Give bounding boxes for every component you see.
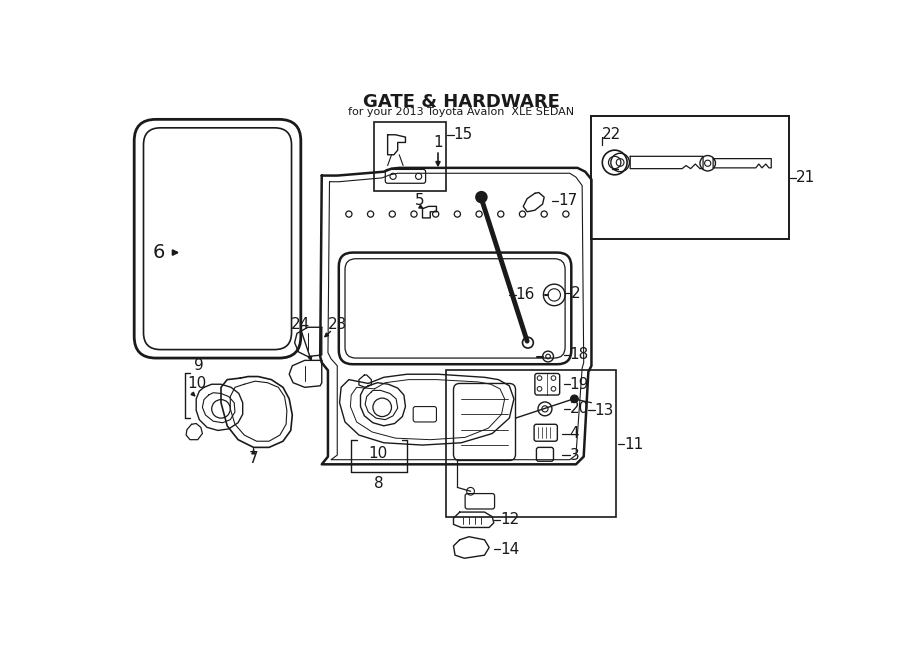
Circle shape [571,395,579,403]
Text: 11: 11 [624,437,644,452]
Text: 16: 16 [516,288,535,303]
Text: 22: 22 [602,127,622,142]
Text: 18: 18 [570,348,589,362]
Text: 3: 3 [570,447,580,463]
Text: for your 2013 Toyota Avalon  XLE SEDAN: for your 2013 Toyota Avalon XLE SEDAN [348,107,574,117]
Text: 23: 23 [328,317,347,332]
Text: 9: 9 [194,358,204,373]
Text: 19: 19 [570,377,590,392]
Text: 17: 17 [558,194,578,208]
Text: 1: 1 [433,135,443,150]
Text: 6: 6 [153,243,166,262]
Text: 13: 13 [595,403,614,418]
Text: 10: 10 [368,446,387,461]
Text: 12: 12 [500,512,519,527]
Bar [446,370,616,517]
Text: 8: 8 [374,476,384,491]
Text: GATE & HARDWARE: GATE & HARDWARE [363,93,560,111]
Text: 5: 5 [415,194,424,208]
Text: 24: 24 [291,317,310,332]
Bar [591,116,789,239]
Text: 7: 7 [248,451,258,465]
Text: 2: 2 [572,286,580,301]
Text: 4: 4 [570,426,580,441]
Text: 10: 10 [187,376,206,391]
Circle shape [476,192,487,202]
Bar [374,122,446,191]
Text: 20: 20 [570,401,589,416]
Text: 15: 15 [454,128,473,142]
Text: 14: 14 [500,541,519,557]
Text: 21: 21 [796,171,815,185]
